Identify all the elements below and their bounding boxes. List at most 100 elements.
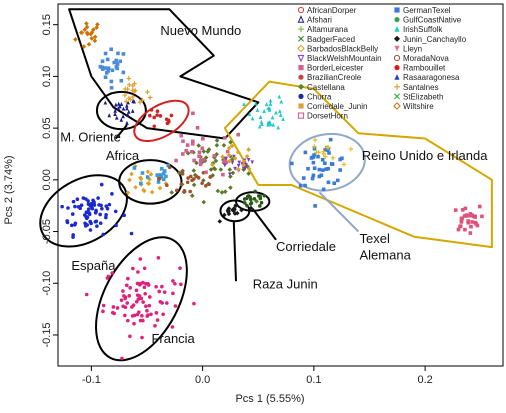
data-point-lleyn xyxy=(140,313,144,318)
data-point-barbadosblackbelly xyxy=(229,143,235,149)
legend-item-stelizabeth: StElizabeth xyxy=(394,92,443,101)
data-point-africandorper xyxy=(158,114,163,118)
data-point-irishsuffolk xyxy=(270,115,275,120)
data-point-castellana xyxy=(227,167,233,172)
data-point-castellana xyxy=(169,190,175,195)
legend-marker xyxy=(393,102,401,110)
data-point-lleyn xyxy=(135,281,140,286)
data-point-borderleicester xyxy=(201,157,206,162)
data-point-castellana xyxy=(246,171,251,176)
data-point-afshari xyxy=(121,114,125,119)
data-point-barbadosblackbelly xyxy=(132,163,138,169)
data-point-blackwelshmountain xyxy=(246,157,251,163)
legend-item-badgerfaced: BadgerFaced xyxy=(298,35,355,44)
data-point-churra xyxy=(73,222,77,227)
data-point-barbadosblackbelly xyxy=(241,162,246,168)
data-point-africandorper xyxy=(152,124,157,129)
annotation-reino-unido-e-irlanda: Reino Unido e Irlanda xyxy=(362,148,489,163)
data-point-barbadosblackbelly xyxy=(138,176,144,182)
data-point-lleyn xyxy=(157,289,161,294)
data-point-lleyn xyxy=(192,301,196,306)
legend-marker xyxy=(297,6,305,14)
data-point-barbadosblackbelly xyxy=(235,149,241,155)
data-point-borderleicester xyxy=(195,125,200,130)
data-point-wiltshire xyxy=(92,34,98,40)
data-point-irishsuffolk xyxy=(247,112,252,117)
data-point-germantexel xyxy=(112,60,117,65)
region-nuevo-mundo xyxy=(68,8,260,140)
data-point-moradanova xyxy=(208,174,213,179)
data-point-churra xyxy=(96,196,100,200)
data-point-corriedale-junin xyxy=(252,196,257,201)
legend-item-afshari: Afshari xyxy=(297,15,332,25)
x-tick-label: 0.1 xyxy=(306,374,321,386)
data-point-dorsethorn xyxy=(460,208,465,212)
leader-line xyxy=(318,191,360,233)
data-point-santalnes xyxy=(122,92,128,98)
data-point-lleyn xyxy=(147,303,152,308)
data-point-churra xyxy=(97,203,101,207)
data-point-borderleicester xyxy=(221,172,225,177)
data-point-churra xyxy=(95,224,99,228)
data-point-afshari xyxy=(119,117,124,122)
legend-label: BorderLeicester xyxy=(307,64,364,73)
data-point-dorsethorn xyxy=(480,214,484,219)
data-point-germantexel xyxy=(301,176,306,180)
legend-label: Junin_Canchayllo xyxy=(403,35,467,44)
data-point-barbadosblackbelly xyxy=(241,159,247,164)
legend-marker xyxy=(298,35,304,42)
legend-item-rambouillet: Rambouillet xyxy=(394,64,446,73)
data-point-lleyn xyxy=(136,270,140,274)
data-point-dorsethorn xyxy=(465,214,469,218)
data-point-churra xyxy=(104,215,108,220)
data-point-lleyn xyxy=(173,281,177,286)
legend-item-borderleicester: BorderLeicester xyxy=(298,64,364,73)
annotation-m-oriente: M. Oriente xyxy=(60,130,121,145)
legend-label: MoradaNova xyxy=(403,54,449,63)
legend-marker xyxy=(298,74,304,80)
data-point-churra xyxy=(114,223,118,228)
data-point-lleyn xyxy=(110,271,115,275)
data-point-castellana xyxy=(214,142,220,148)
data-point-junin-canchayllo xyxy=(226,209,231,214)
data-point-santalnes xyxy=(324,145,330,150)
legend-item-lleyn: Lleyn xyxy=(394,44,422,53)
data-point-moradanova xyxy=(165,183,169,188)
legend-label: Corriedale_Junin xyxy=(307,102,367,111)
data-point-corriedale-junin xyxy=(249,197,253,202)
data-point-churra xyxy=(92,200,96,204)
data-point-borderleicester xyxy=(198,158,203,163)
data-point-germantexel xyxy=(121,70,126,75)
data-point-germantexel xyxy=(290,161,294,166)
data-point-germantexel xyxy=(155,173,160,177)
data-point-africandorper xyxy=(155,113,159,117)
data-point-santalnes xyxy=(130,94,136,100)
legend-label: BadgerFaced xyxy=(307,35,355,44)
data-point-afshari xyxy=(125,120,129,125)
data-point-lleyn xyxy=(128,334,132,339)
data-point-lleyn xyxy=(162,290,167,294)
data-point-lleyn xyxy=(143,291,147,296)
data-point-moradanova xyxy=(190,178,194,183)
legend-marker xyxy=(298,65,304,71)
data-point-germantexel xyxy=(313,204,317,208)
annotation-raza-junin: Raza Junin xyxy=(253,276,318,291)
data-point-castellana xyxy=(221,142,227,148)
data-point-moradanova xyxy=(194,174,199,179)
data-point-germantexel xyxy=(140,171,145,175)
legend-item-corriedale-junin: Corriedale_Junin xyxy=(298,102,367,111)
data-point-borderleicester xyxy=(181,139,185,144)
annotation-espa-a: España xyxy=(71,258,116,273)
data-point-churra xyxy=(98,212,102,217)
data-point-dorsethorn xyxy=(459,216,464,221)
legend-marker xyxy=(298,103,304,109)
legend-marker xyxy=(298,93,304,99)
data-point-lleyn xyxy=(144,304,148,309)
data-point-barbadosblackbelly xyxy=(210,162,215,168)
data-point-corriedale-junin xyxy=(258,204,262,208)
data-point-churra xyxy=(94,219,99,224)
data-point-lleyn xyxy=(131,266,135,271)
legend-marker xyxy=(394,26,400,32)
data-point-germantexel xyxy=(332,181,337,186)
data-point-borderleicester xyxy=(190,142,195,146)
